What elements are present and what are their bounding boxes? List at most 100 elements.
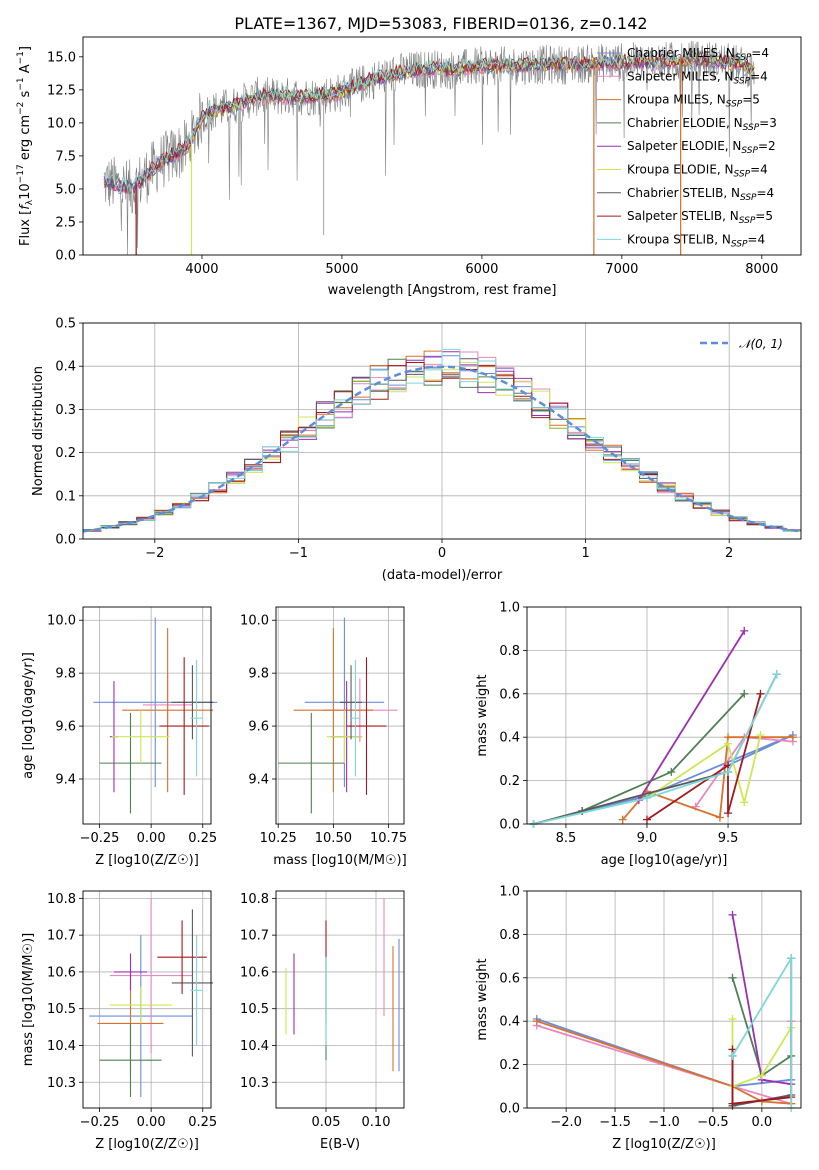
figure-title: PLATE=1367, MJD=53083, FIBERID=0136, z=0… bbox=[234, 14, 647, 33]
spectrum-y-axis-label: Flux [fλ10−17 erg cm−2 s−1 A−1] bbox=[16, 46, 35, 246]
weight-z-x-axis-label: Z [log10(Z/Z☉)] bbox=[612, 1137, 716, 1152]
spectrum-legend-label: Kroupa ELODIE, NSSP=4 bbox=[627, 163, 768, 180]
residuals-ytick-label: 0.2 bbox=[55, 446, 76, 461]
weight-z-frame bbox=[526, 890, 802, 1109]
spectrum-x-axis-label: wavelength [Angstrom, rest frame] bbox=[328, 283, 557, 298]
legend-ssp-subscript: SSP bbox=[734, 170, 751, 180]
mass-z-xtick-label: 0.00 bbox=[137, 1115, 166, 1130]
weight-age-axes: 8.5 9.0 9.5 0.0 0.2 0.4 0.6 0.8 1.0 age [log10(ag… bbox=[475, 601, 801, 868]
residuals-y-axis-label: Normed distribution bbox=[31, 366, 46, 496]
weight-age-series-point bbox=[618, 815, 627, 824]
weight-z-xtick-label: 0.0 bbox=[752, 1115, 773, 1130]
spectrum-legend-label: Chabrier MILES, NSSP=4 bbox=[627, 46, 769, 63]
legend-ssp-subscript: SSP bbox=[734, 76, 751, 86]
age-z-ytick-label: 10.0 bbox=[47, 614, 76, 629]
spectrum-legend-label: Salpeter MILES, NSSP=4 bbox=[627, 69, 768, 86]
weight-age-series-line bbox=[533, 734, 794, 825]
legend-nssp-value: =2 bbox=[758, 139, 776, 153]
spectrum-xtick-label: 6000 bbox=[465, 262, 498, 277]
legend-ssp-subscript: SSP bbox=[726, 100, 743, 110]
age-mass-ytick-label: 9.8 bbox=[248, 667, 269, 682]
age-mass-ytick-label: 9.6 bbox=[248, 720, 269, 735]
legend-model-text: Salpeter ELODIE bbox=[627, 139, 725, 153]
residuals-xtick-label: −1 bbox=[289, 546, 308, 561]
weight-z-series-point bbox=[728, 973, 737, 982]
mass-ebv-ytick-label: 10.5 bbox=[240, 1002, 269, 1017]
spectrum-xtick-label: 4000 bbox=[185, 262, 218, 277]
weight-age-xtick-label: 9.5 bbox=[718, 831, 739, 846]
spectrum-ytick-label: 7.5 bbox=[55, 149, 76, 164]
legend-ssp-subscript: SSP bbox=[743, 123, 760, 133]
age-mass-frame bbox=[275, 606, 405, 825]
legend-ssp-subscript: SSP bbox=[740, 193, 757, 203]
legend-model-text: Salpeter STELIB bbox=[627, 209, 722, 223]
legend-n-text: , N bbox=[717, 163, 734, 177]
weight-age-series-point bbox=[740, 626, 749, 635]
age-z-frame bbox=[82, 606, 212, 825]
weight-age-y-axis-label: mass weight bbox=[475, 674, 490, 756]
legend-model-text: Chabrier MILES bbox=[627, 46, 718, 60]
weight-age-ytick-label: 0.2 bbox=[499, 774, 520, 789]
weight-z-series-point bbox=[532, 1017, 541, 1026]
residuals-ytick-label: 0.5 bbox=[55, 317, 76, 332]
mass-ebv-ytick-label: 10.4 bbox=[240, 1039, 269, 1054]
weight-z-series-point bbox=[728, 1015, 737, 1024]
weight-age-series-point bbox=[756, 689, 765, 698]
residuals-frame bbox=[82, 322, 802, 540]
legend-ssp-subscript: SSP bbox=[735, 53, 752, 63]
weight-age-series-point bbox=[667, 767, 676, 776]
age-z-xtick-label: 0.00 bbox=[137, 831, 166, 846]
spectrum-legend-label: Chabrier STELIB, NSSP=4 bbox=[627, 186, 774, 203]
residuals-gaussian-curve bbox=[82, 365, 802, 533]
mass-ebv-axes: 0.05 0.10 10.3 10.4 10.5 10.6 10.7 10.8 E(B-V) bbox=[240, 891, 404, 1152]
weight-z-xtick-label: −1.5 bbox=[599, 1115, 631, 1130]
legend-n-text: , N bbox=[709, 93, 726, 107]
spectrum-axes: 4000 5000 6000 7000 8000 0.0 2.5 5.0 7.5 10.0 12.5… bbox=[16, 40, 778, 298]
residuals-ytick-label: 0.4 bbox=[55, 360, 76, 375]
legend-n-text: , N bbox=[714, 232, 731, 246]
mass-z-x-axis-label: Z [log10(Z/Z☉)] bbox=[95, 1137, 199, 1152]
legend-ssp-subscript: SSP bbox=[739, 216, 756, 226]
spectrum-xtick-label: 7000 bbox=[605, 262, 638, 277]
weight-z-xtick-label: −1.0 bbox=[648, 1115, 680, 1130]
weight-age-ytick-label: 0.6 bbox=[499, 687, 520, 702]
residuals-xtick-label: 0 bbox=[438, 546, 446, 561]
legend-n-text: , N bbox=[722, 209, 739, 223]
legend-nssp-value: =3 bbox=[759, 116, 777, 130]
legend-model-text: Chabrier STELIB bbox=[627, 186, 723, 200]
weight-age-series-point bbox=[724, 809, 733, 818]
weight-age-ytick-label: 0.4 bbox=[499, 731, 520, 746]
age-mass-xtick-label: 10.25 bbox=[260, 831, 297, 846]
weight-age-frame bbox=[526, 606, 802, 825]
weight-age-series-point bbox=[772, 670, 781, 679]
weight-age-series-line bbox=[638, 630, 746, 801]
legend-model-text: Kroupa STELIB bbox=[627, 232, 714, 246]
mass-ebv-frame bbox=[275, 890, 405, 1109]
spectrum-ytick-label: 15.0 bbox=[47, 50, 76, 65]
legend-model-text: Kroupa MILES bbox=[627, 93, 709, 107]
age-z-xtick-label: 0.25 bbox=[188, 831, 217, 846]
plot-layer: 4000 5000 6000 7000 80000.02.55.07.510.012.5… bbox=[16, 36, 802, 1152]
weight-age-series-line bbox=[646, 693, 762, 821]
mass-ebv-ytick-label: 10.3 bbox=[240, 1076, 269, 1091]
weight-age-series-point bbox=[756, 731, 765, 740]
legend-nssp-value: =4 bbox=[750, 163, 768, 177]
legend-nssp-value: =4 bbox=[751, 46, 769, 60]
spectrum-ytick-label: 2.5 bbox=[55, 215, 76, 230]
spectrum-xtick-label: 5000 bbox=[325, 262, 358, 277]
weight-z-ytick-label: 0.8 bbox=[499, 928, 520, 943]
weight-z-ytick-label: 0.0 bbox=[499, 1102, 520, 1117]
residuals-legend-label: 𝒩(0, 1) bbox=[739, 337, 783, 351]
weight-z-xtick-label: −0.5 bbox=[697, 1115, 729, 1130]
spectrum-xtick-label: 8000 bbox=[745, 262, 778, 277]
mass-z-y-axis-label: mass [log10(M/M☉)] bbox=[21, 933, 36, 1066]
residuals-ytick-label: 0.1 bbox=[55, 489, 76, 504]
legend-model-text: Kroupa ELODIE bbox=[627, 163, 717, 177]
age-mass-xtick-label: 10.75 bbox=[370, 831, 407, 846]
weight-z-series-point bbox=[728, 1099, 737, 1108]
legend-n-text: , N bbox=[717, 69, 734, 83]
weight-age-xtick-label: 8.5 bbox=[556, 831, 577, 846]
weight-z-axes: −2.0 −1.5 −1.0 −0.5 0.0 0.0 0.2 0.4 0.6 0.8 1.0 Z [… bbox=[475, 885, 801, 1152]
residuals-axes: −2 −1 0 1 2 0.0 0.1 0.2 0.3 0.4 0.5 (data-model)/er… bbox=[31, 317, 802, 583]
